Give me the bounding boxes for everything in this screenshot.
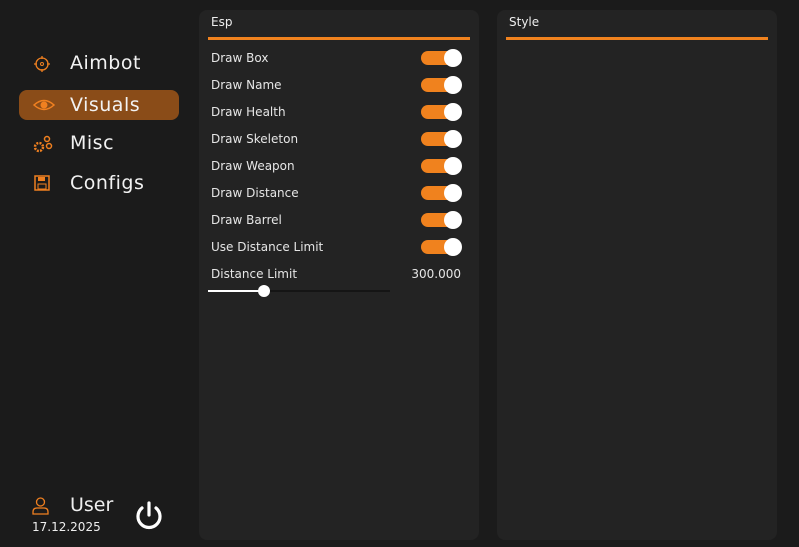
toggle-switch[interactable] (421, 103, 462, 121)
esp-panel: Esp Draw Box Draw Name Draw Health Draw Ske… (199, 10, 479, 540)
toggle-label: Draw Box (211, 51, 269, 65)
toggle-row: Draw Distance (211, 183, 462, 203)
distance-limit-label: Distance Limit (211, 267, 298, 281)
eye-icon (32, 97, 56, 113)
toggle-row: Draw Health (211, 102, 462, 122)
toggle-switch[interactable] (421, 211, 462, 229)
panel-title: Esp (211, 15, 233, 29)
toggle-switch[interactable] (421, 238, 462, 256)
power-icon[interactable] (133, 500, 165, 536)
toggle-label: Draw Weapon (211, 159, 295, 173)
gears-icon (33, 135, 53, 153)
sidebar-item-visuals[interactable]: Visuals (19, 90, 179, 120)
toggle-label: Draw Skeleton (211, 132, 299, 146)
distance-limit-value: 300.000 (411, 267, 461, 281)
toggle-row: Draw Box (211, 48, 462, 68)
toggle-label: Draw Health (211, 105, 286, 119)
crosshair-icon (33, 55, 51, 72)
toggle-label: Use Distance Limit (211, 240, 324, 254)
floppy-disk-icon (33, 175, 51, 191)
sidebar-item-configs[interactable]: Configs (19, 168, 179, 198)
toggle-row: Draw Weapon (211, 156, 462, 176)
sidebar-item-misc[interactable]: Misc (19, 128, 179, 158)
style-panel: Style (497, 10, 777, 540)
user-icon (32, 497, 49, 519)
toggle-row: Use Distance Limit (211, 237, 462, 257)
date-label: 17.12.2025 (32, 520, 101, 534)
slider-knob[interactable] (258, 285, 271, 297)
toggle-row: Draw Barrel (211, 210, 462, 230)
slider-fill (208, 290, 265, 292)
toggle-switch[interactable] (421, 130, 462, 148)
toggle-label: Draw Name (211, 78, 282, 92)
toggle-switch[interactable] (421, 76, 462, 94)
divider (506, 37, 768, 40)
panel-title: Style (509, 15, 540, 29)
distance-limit-slider[interactable] (208, 285, 390, 297)
user-name: User (70, 494, 114, 516)
sidebar-item-aimbot[interactable]: Aimbot (19, 48, 179, 78)
toggle-switch[interactable] (421, 157, 462, 175)
toggle-row: Draw Skeleton (211, 129, 462, 149)
toggle-switch[interactable] (421, 184, 462, 202)
distance-limit-row: Distance Limit 300.000 (211, 264, 461, 284)
toggle-label: Draw Barrel (211, 213, 282, 227)
toggle-label: Draw Distance (211, 186, 299, 200)
toggle-switch[interactable] (421, 49, 462, 67)
toggle-row: Draw Name (211, 75, 462, 95)
divider (208, 37, 470, 40)
